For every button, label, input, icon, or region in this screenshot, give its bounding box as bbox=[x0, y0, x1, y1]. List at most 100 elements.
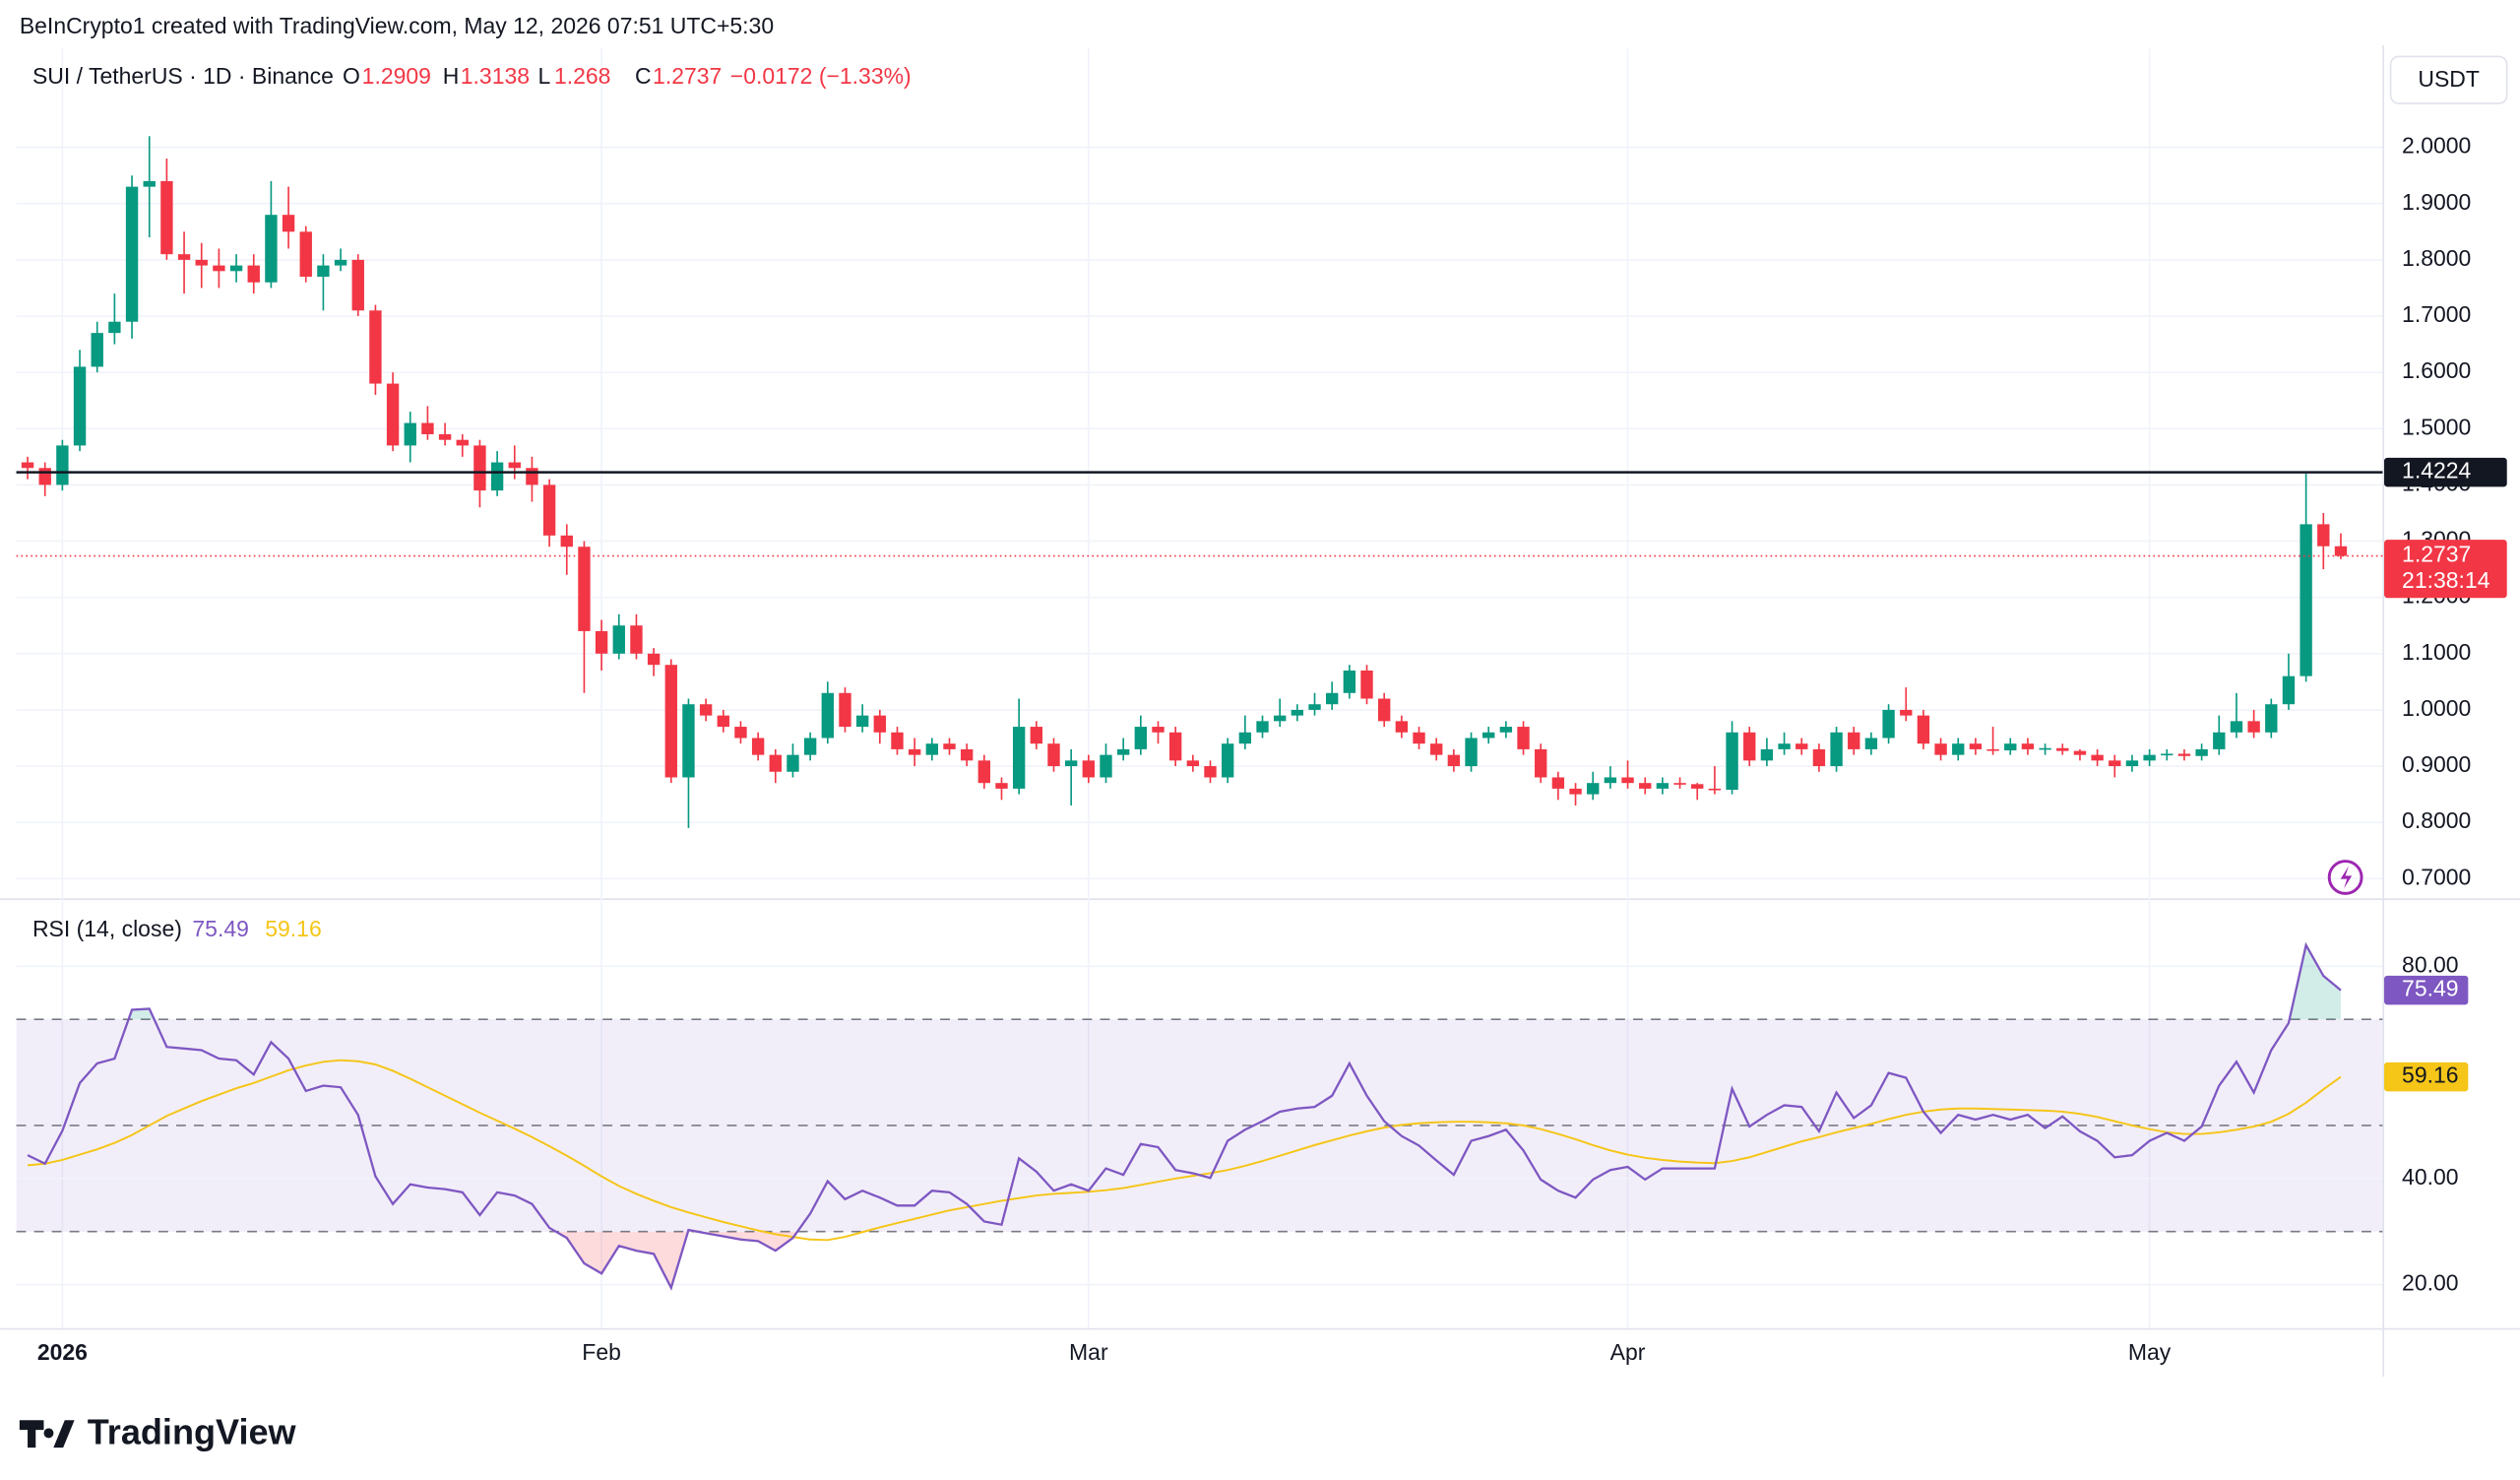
currency-box[interactable] bbox=[2389, 55, 2508, 104]
candle-body bbox=[1221, 743, 1234, 778]
rsi-ma-line bbox=[27, 1059, 2342, 1242]
rsi-line bbox=[27, 941, 2342, 1291]
candle-body bbox=[1604, 777, 1617, 784]
countdown: 21:38:14 bbox=[2402, 567, 2490, 593]
candle-body bbox=[1830, 732, 1843, 767]
candle-body bbox=[787, 754, 799, 772]
candle-body bbox=[977, 760, 991, 784]
x-tick-label: Mar bbox=[1069, 1339, 1108, 1365]
candle-body bbox=[2195, 748, 2208, 756]
label-layer: BeInCrypto1 created with TradingView.com… bbox=[19, 13, 2508, 1452]
candle-body bbox=[1812, 748, 1826, 767]
candle-body bbox=[421, 422, 434, 434]
candle-body bbox=[2056, 747, 2069, 751]
candle-body bbox=[490, 462, 504, 491]
rsi-tick-label: 20.00 bbox=[2402, 1270, 2458, 1296]
candle-body bbox=[1760, 748, 1774, 761]
candle-body bbox=[404, 422, 416, 446]
candle-body bbox=[125, 186, 139, 322]
candle-body bbox=[664, 665, 677, 778]
candle-body bbox=[1569, 788, 1582, 795]
candle-body bbox=[1012, 727, 1026, 789]
candle-body bbox=[1656, 783, 1670, 789]
candle-body bbox=[1360, 670, 1373, 699]
candle-body bbox=[682, 704, 695, 778]
candle-body bbox=[1743, 732, 1756, 761]
ohlc-letter: H bbox=[443, 63, 460, 89]
candle-body bbox=[1152, 727, 1165, 733]
candle-body bbox=[1517, 727, 1530, 749]
candle-body bbox=[1186, 760, 1200, 767]
rsi-value-tag bbox=[2384, 975, 2469, 1005]
candle-body bbox=[1256, 721, 1269, 733]
candle-body bbox=[317, 265, 330, 278]
candle-body bbox=[2143, 754, 2156, 761]
alert-circle[interactable] bbox=[2327, 860, 2363, 895]
candle-body bbox=[1238, 732, 1252, 744]
candle-body bbox=[2091, 754, 2104, 761]
candle-body bbox=[2073, 750, 2087, 755]
rsi-tick-label: 40.00 bbox=[2402, 1164, 2458, 1190]
candle-body bbox=[855, 715, 869, 728]
candle-body bbox=[612, 625, 625, 654]
grid-layer bbox=[0, 44, 2520, 1377]
candle-body bbox=[21, 462, 34, 469]
candle-body bbox=[265, 215, 278, 283]
candle-body bbox=[2300, 524, 2312, 676]
candle-body bbox=[2230, 721, 2243, 733]
candle-body bbox=[38, 468, 51, 485]
candle-body bbox=[108, 321, 121, 334]
change-label: −0.0172 (−1.33%) bbox=[730, 63, 912, 89]
candle-body bbox=[56, 445, 69, 485]
candle-body bbox=[1934, 743, 1947, 755]
candle-body bbox=[560, 535, 573, 547]
candle-body bbox=[2247, 721, 2260, 733]
candle-body bbox=[1639, 783, 1652, 789]
candle-body bbox=[960, 748, 974, 761]
candle-body bbox=[1291, 709, 1304, 716]
candle-body bbox=[1447, 754, 1461, 767]
candle-body bbox=[1308, 704, 1321, 710]
candle-body bbox=[1100, 754, 1112, 778]
candle-body bbox=[1969, 743, 1983, 749]
currency[interactable]: USDT bbox=[2418, 66, 2480, 92]
rsi-tick-label: 80.00 bbox=[2402, 951, 2458, 977]
candle-body bbox=[2039, 747, 2051, 750]
y-tick-label: 0.7000 bbox=[2402, 864, 2471, 889]
mark-layer bbox=[16, 136, 2383, 1291]
candle-body bbox=[1621, 777, 1634, 784]
rsi-legend-value: 75.49 bbox=[192, 916, 248, 941]
x-tick-label: May bbox=[2128, 1339, 2172, 1365]
candle-body bbox=[2161, 753, 2174, 756]
candle-body bbox=[1551, 777, 1565, 789]
candle-body bbox=[803, 738, 817, 755]
candle-body bbox=[1673, 783, 1686, 785]
candle-body bbox=[891, 732, 904, 749]
candle-body bbox=[1986, 748, 1999, 751]
candle-body bbox=[213, 265, 225, 272]
alert-icon[interactable] bbox=[2327, 860, 2363, 895]
candle-body bbox=[2021, 743, 2035, 749]
candle-body bbox=[386, 383, 400, 446]
brand: TradingView bbox=[88, 1412, 297, 1452]
candle-body bbox=[195, 259, 208, 266]
y-tick-label: 0.8000 bbox=[2402, 807, 2471, 833]
candle-body bbox=[334, 259, 347, 266]
alert-bolt[interactable] bbox=[2340, 866, 2353, 889]
candle-body bbox=[699, 704, 713, 716]
candle-body bbox=[1848, 732, 1860, 749]
candle-body bbox=[247, 265, 260, 283]
candle-body bbox=[769, 754, 782, 772]
candle-body bbox=[647, 653, 661, 666]
candle-body bbox=[1864, 738, 1878, 749]
rsi-legend-value: 59.16 bbox=[265, 916, 321, 941]
rsi-value-label: 59.16 bbox=[2402, 1062, 2458, 1088]
y-tick-label: 1.5000 bbox=[2402, 414, 2471, 439]
candle-body bbox=[925, 743, 938, 755]
candle-body bbox=[1482, 732, 1495, 739]
candle-body bbox=[995, 783, 1008, 789]
candle-body bbox=[1168, 732, 1182, 761]
candle-body bbox=[595, 630, 608, 654]
